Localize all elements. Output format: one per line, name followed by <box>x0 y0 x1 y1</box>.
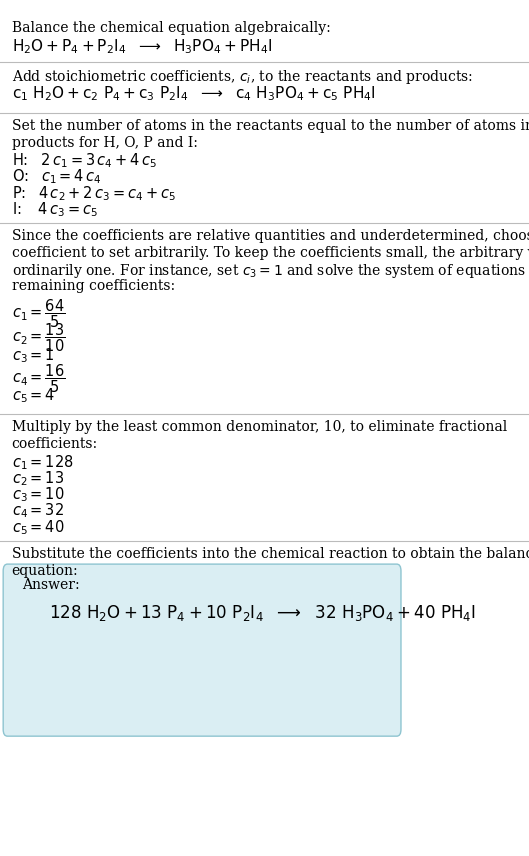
Text: $c_3 = 1$: $c_3 = 1$ <box>12 346 54 365</box>
Text: equation:: equation: <box>12 564 78 578</box>
Text: remaining coefficients:: remaining coefficients: <box>12 279 175 293</box>
Text: O: $\;\;c_1 = 4\,c_4$: O: $\;\;c_1 = 4\,c_4$ <box>12 168 101 187</box>
Text: $c_4 = \dfrac{16}{5}$: $c_4 = \dfrac{16}{5}$ <box>12 362 65 395</box>
Text: $c_4 = 32$: $c_4 = 32$ <box>12 502 64 520</box>
Text: $c_2 = 13$: $c_2 = 13$ <box>12 469 64 488</box>
Text: Balance the chemical equation algebraically:: Balance the chemical equation algebraica… <box>12 21 331 34</box>
Text: $c_5 = 4$: $c_5 = 4$ <box>12 386 55 405</box>
Text: Since the coefficients are relative quantities and underdetermined, choose a: Since the coefficients are relative quan… <box>12 229 529 242</box>
Text: $c_5 = 40$: $c_5 = 40$ <box>12 518 65 537</box>
Text: Substitute the coefficients into the chemical reaction to obtain the balanced: Substitute the coefficients into the che… <box>12 547 529 561</box>
Text: Multiply by the least common denominator, 10, to eliminate fractional: Multiply by the least common denominator… <box>12 420 507 434</box>
Text: $c_1 = 128$: $c_1 = 128$ <box>12 453 74 472</box>
Text: $c_3 = 10$: $c_3 = 10$ <box>12 485 65 504</box>
Text: P: $\;\;4\,c_2 + 2\,c_3 = c_4 + c_5$: P: $\;\;4\,c_2 + 2\,c_3 = c_4 + c_5$ <box>12 184 176 203</box>
Text: products for H, O, P and I:: products for H, O, P and I: <box>12 136 197 150</box>
Text: Add stoichiometric coefficients, $c_i$, to the reactants and products:: Add stoichiometric coefficients, $c_i$, … <box>12 68 473 86</box>
Text: coefficient to set arbitrarily. To keep the coefficients small, the arbitrary va: coefficient to set arbitrarily. To keep … <box>12 246 529 259</box>
Text: H: $\;\;2\,c_1 = 3\,c_4 + 4\,c_5$: H: $\;\;2\,c_1 = 3\,c_4 + 4\,c_5$ <box>12 152 157 170</box>
FancyBboxPatch shape <box>3 564 401 736</box>
Text: ordinarily one. For instance, set $c_3 = 1$ and solve the system of equations fo: ordinarily one. For instance, set $c_3 =… <box>12 262 529 280</box>
Text: $c_1 = \dfrac{64}{5}$: $c_1 = \dfrac{64}{5}$ <box>12 298 65 330</box>
Text: $c_2 = \dfrac{13}{10}$: $c_2 = \dfrac{13}{10}$ <box>12 322 65 354</box>
Text: $\mathrm{128\ H_2O + 13\ P_4 + 10\ P_2I_4 \ \ \longrightarrow \ \ 32\ H_3PO_4 + : $\mathrm{128\ H_2O + 13\ P_4 + 10\ P_2I_… <box>49 603 476 622</box>
Text: Answer:: Answer: <box>22 578 80 591</box>
Text: Set the number of atoms in the reactants equal to the number of atoms in the: Set the number of atoms in the reactants… <box>12 119 529 133</box>
Text: coefficients:: coefficients: <box>12 437 98 450</box>
Text: I: $\;\;\;4\,c_3 = c_5$: I: $\;\;\;4\,c_3 = c_5$ <box>12 200 98 219</box>
Text: $\mathrm{H_2O + P_4 + P_2I_4 \ \ \longrightarrow \ \ H_3PO_4 + PH_4I}$: $\mathrm{H_2O + P_4 + P_2I_4 \ \ \longri… <box>12 38 272 56</box>
Text: $\mathrm{c_1\ H_2O + c_2\ P_4 + c_3\ P_2I_4 \ \ \longrightarrow \ \ c_4\ H_3PO_4: $\mathrm{c_1\ H_2O + c_2\ P_4 + c_3\ P_2… <box>12 85 376 104</box>
